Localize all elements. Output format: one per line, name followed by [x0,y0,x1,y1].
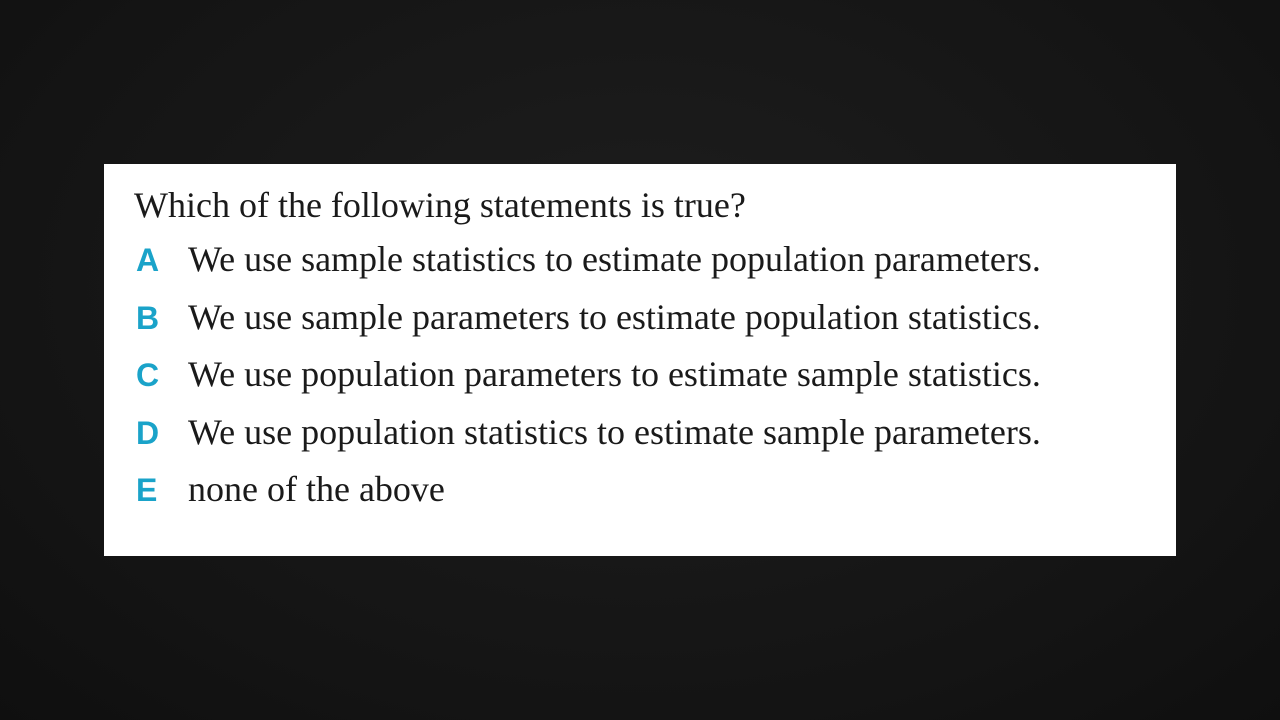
option-a[interactable]: A We use sample statistics to estimate p… [134,238,1176,296]
option-text: We use population statistics to estimate… [188,411,1041,452]
option-text: none of the above [188,469,445,509]
option-e[interactable]: E none of the above [134,468,1176,526]
option-letter: E [136,472,158,508]
option-b[interactable]: B We use sample parameters to estimate p… [134,296,1176,354]
question-text: Which of the following statements is tru… [134,185,746,225]
option-text: We use population parameters to estimate… [188,354,1041,394]
option-text: We use sample parameters to estimate pop… [188,296,1041,337]
option-letter: C [136,357,160,393]
options-list: A We use sample statistics to estimate p… [134,238,1176,526]
option-letter: A [136,242,160,278]
question-card: Which of the following statements is tru… [104,164,1176,556]
option-c[interactable]: C We use population parameters to estima… [134,353,1176,411]
option-d[interactable]: D We use population statistics to estima… [134,411,1176,469]
option-text: We use sample statistics to estimate pop… [188,239,1041,279]
option-letter: B [136,299,160,336]
option-letter: D [136,414,160,451]
